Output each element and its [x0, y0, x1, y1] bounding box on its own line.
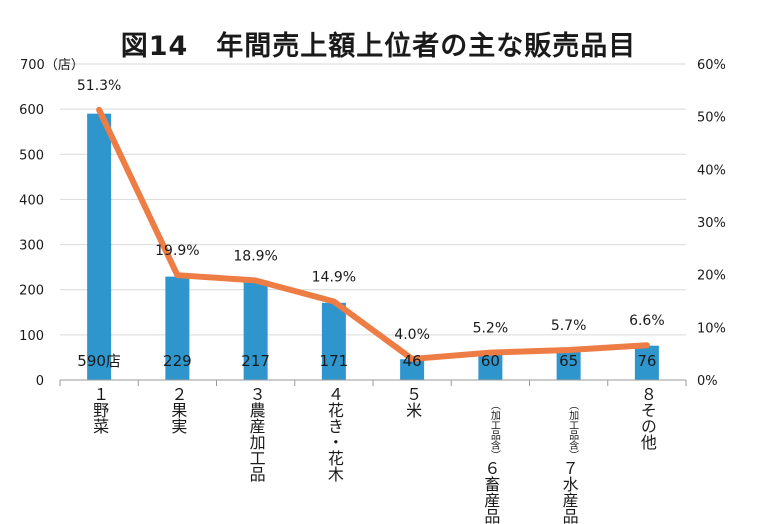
share-point [644, 343, 649, 348]
category-label: ３農産加工品 [246, 386, 266, 482]
bar-value-label: 65 [559, 352, 578, 370]
line-layer [96, 106, 650, 362]
category-name: ６畜産品 [481, 460, 501, 524]
grid-layer [60, 63, 686, 336]
left-axis-tick-label: 300 [19, 239, 44, 254]
right-axis-tick-label: 60% [697, 58, 726, 73]
left-axis-tick-label: 200 [19, 284, 44, 299]
right-axis-tick-label: 50% [697, 111, 726, 126]
category-name: ２果実 [168, 386, 188, 434]
right-axis-tick-label: 10% [697, 321, 726, 336]
category-label: ６畜産品 （加工品含） [481, 386, 501, 524]
right-axis-tick-label: 40% [697, 163, 726, 178]
share-point [97, 107, 102, 112]
bar [634, 345, 659, 380]
category-note: （加工品含） [566, 400, 578, 460]
bar [165, 276, 190, 380]
right-axis-tick-label: 0% [697, 374, 718, 389]
share-value-label: 14.9% [312, 270, 356, 286]
share-point [331, 299, 336, 304]
category-label: １野菜 [90, 386, 110, 434]
chart-svg: 590店 229 217 171 46 60 65 76 51.3% 19.9% 18.9% 14.9… [19, 58, 726, 389]
category-name: ８その他 [637, 386, 657, 450]
right-axis-tick-label: 20% [697, 269, 726, 284]
share-value-label: 4.0% [394, 327, 430, 343]
category-note: （加工品含） [488, 400, 500, 460]
share-value-label: 5.2% [473, 321, 509, 337]
share-value-label: 6.6% [629, 313, 665, 329]
share-value-label: 5.7% [551, 318, 587, 334]
category-label: ２果実 [168, 386, 188, 434]
category-label: ７水産品 （加工品含） [559, 386, 579, 524]
share-point [410, 356, 415, 361]
bar [400, 359, 425, 380]
bar-value-label: 229 [163, 352, 192, 370]
bar [243, 282, 268, 380]
bar-value-label: 590店 [77, 352, 121, 370]
share-point [488, 350, 493, 355]
bar-layer [87, 113, 659, 381]
share-value-label: 19.9% [155, 243, 199, 259]
category-name: ５米 [403, 386, 423, 418]
share-value-label: 18.9% [233, 248, 277, 264]
left-axis-tick-label: 500 [19, 148, 44, 163]
bar-value-label: 217 [241, 352, 270, 370]
left-axis-tick-label: 400 [19, 193, 44, 208]
share-line [96, 106, 650, 362]
share-point [566, 347, 571, 352]
chart-title: 図14 年間売上額上位者の主な販売品目 [120, 31, 637, 62]
label-layer: 590店 229 217 171 46 60 65 76 51.3% 19.9% 18.9% 14.9… [77, 78, 665, 370]
left-axis-tick-label: 100 [19, 329, 44, 344]
bar [321, 302, 346, 380]
share-value-label: 51.3% [77, 78, 121, 94]
bar-value-label: 60 [481, 352, 500, 370]
category-label: ８その他 [637, 386, 657, 450]
bar-value-label: 171 [320, 352, 349, 370]
category-label: ４花き・花木 [324, 386, 344, 482]
left-axis-tick-label: 600 [19, 103, 44, 118]
left-axis-tick-label: 0 [36, 374, 44, 389]
bar [478, 352, 503, 380]
category-name: ３農産加工品 [246, 386, 266, 482]
category-name: ４花き・花木 [324, 386, 344, 482]
bar-value-label: 76 [637, 352, 656, 370]
share-point [175, 273, 180, 278]
axis-layer: 0 100 200 300 400 500 600 700（店） 0% 10% 20% 30% 40% 5… [19, 58, 726, 389]
bar [556, 350, 581, 380]
left-axis-tick-label: 700（店） [20, 58, 84, 73]
category-label: ５米 [403, 386, 423, 418]
bar-value-label: 46 [403, 352, 422, 370]
category-name: ７水産品 [559, 460, 579, 524]
bar [87, 113, 112, 381]
right-axis-tick-label: 30% [697, 216, 726, 231]
category-name: １野菜 [90, 386, 110, 434]
share-point [253, 278, 258, 283]
